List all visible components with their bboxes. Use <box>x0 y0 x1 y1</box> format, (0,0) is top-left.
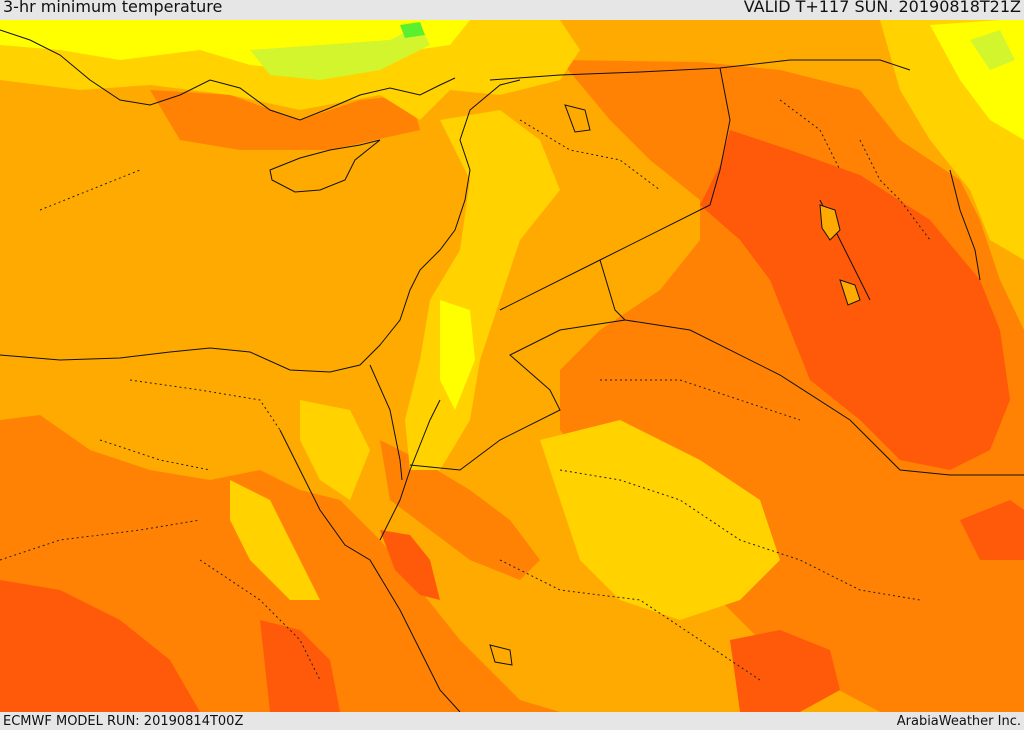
map-footer: ECMWF MODEL RUN: 20190814T00Z ArabiaWeat… <box>0 712 1024 729</box>
very-hot-zones <box>0 130 1024 712</box>
valid-time: VALID T+117 SUN. 20190818T21Z <box>743 0 1021 16</box>
temperature-map <box>0 20 1024 712</box>
water-bodies <box>489 104 861 666</box>
map-header: 3-hr minimum temperature VALID T+117 SUN… <box>0 0 1024 20</box>
model-run: ECMWF MODEL RUN: 20190814T00Z <box>3 714 244 729</box>
borders <box>369 59 1024 481</box>
coastlines <box>0 29 981 712</box>
map-title: 3-hr minimum temperature <box>3 0 223 16</box>
cold-zones <box>250 25 1015 80</box>
credit: ArabiaWeather Inc. <box>896 714 1021 729</box>
province-lines <box>0 99 931 681</box>
coldest-spot <box>400 22 425 38</box>
